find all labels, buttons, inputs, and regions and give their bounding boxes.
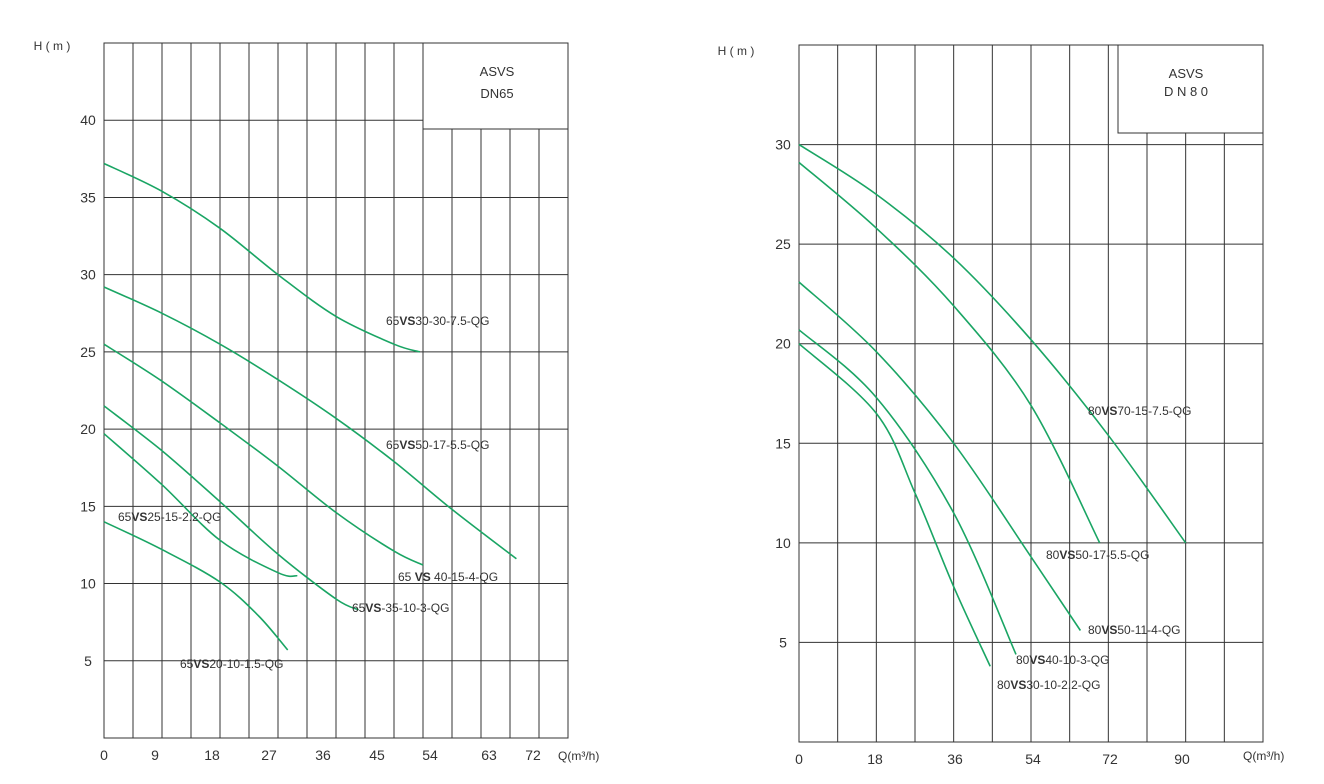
series-label: 65VS50-17-5.5-QG [386,438,489,452]
x-tick-label: 18 [204,747,220,763]
x-tick-label: 90 [1174,751,1190,767]
series-curve [798,143,1187,544]
chart-1: ASVS DN65 H ( m ) Q(m³/h) 0 9 18 27 36 45 54 63 72 5 1… [34,39,600,763]
y-tick-label: 10 [80,576,96,592]
x-tick-label: 18 [867,751,883,767]
series-label: 65VS-35-10-3-QG [352,601,449,615]
x-tick-label: 45 [369,747,385,763]
series-curve [103,405,359,611]
x-tick-label: 54 [422,747,438,763]
y-tick-label: 40 [80,112,96,128]
x-tick-label: 36 [947,751,963,767]
x-tick-label: 72 [525,747,541,763]
x-tick-label: 63 [481,747,497,763]
series-label: 80VS50-11-4-QG [1088,623,1181,637]
x-tick-label: 54 [1025,751,1041,767]
x-tick-label: 9 [151,747,159,763]
title-box [422,42,569,130]
y-tick-label: 20 [775,336,791,352]
series-label: 65 VS 40-15-4-QG [398,570,498,584]
y-tick-label: 25 [80,344,96,360]
series-label: 80VS70-15-7.5-QG [1088,404,1191,418]
y-tick-label: 20 [80,421,96,437]
x-tick-label: 0 [795,751,803,767]
chart-title-line: DN65 [480,86,513,101]
chart-2: ASVS D N 8 0 H ( m ) Q(m³/h) 0 18 36 54 72 90 5 10 1… [718,44,1285,767]
x-axis-label: Q(m³/h) [1243,749,1284,763]
chart-title-line: ASVS [1169,66,1204,81]
series-curve [798,343,991,667]
series-label: 65VS25-15-2.2-QG [118,510,221,524]
series-curve [798,161,1101,544]
y-tick-label: 5 [84,653,92,669]
x-tick-label: 36 [315,747,331,763]
y-tick-label: 30 [775,137,791,153]
series-curve [103,433,298,578]
series-curve [798,281,1082,631]
series-curve [103,343,424,566]
series-label: 65VS30-30-7.5-QG [386,314,489,328]
series-label: 80VS50-17-5.5-QG [1046,548,1149,562]
y-tick-label: 15 [775,435,791,451]
y-axis-label: H ( m ) [718,44,755,58]
series-curve [798,329,1017,655]
chart-title-line: D N 8 0 [1164,84,1208,99]
y-tick-label: 30 [80,267,96,283]
x-tick-label: 72 [1102,751,1118,767]
y-tick-label: 35 [80,189,96,205]
series-label: 65VS20-10-1.5-QG [180,657,283,671]
chart-title-line: ASVS [480,64,515,79]
series-label: 80VS40-10-3-QG [1016,653,1109,667]
series-curve [103,521,289,651]
y-tick-label: 5 [779,634,787,650]
y-axis-label: H ( m ) [34,39,71,53]
x-axis-label: Q(m³/h) [558,749,599,763]
y-tick-label: 10 [775,535,791,551]
x-tick-label: 27 [261,747,277,763]
series-label: 80VS30-10-2.2-QG [997,678,1100,692]
title-box [1117,44,1264,134]
y-tick-label: 15 [80,498,96,514]
y-tick-label: 25 [775,236,791,252]
x-tick-label: 0 [100,747,108,763]
series-curve [103,286,517,560]
series-curve [103,162,421,353]
